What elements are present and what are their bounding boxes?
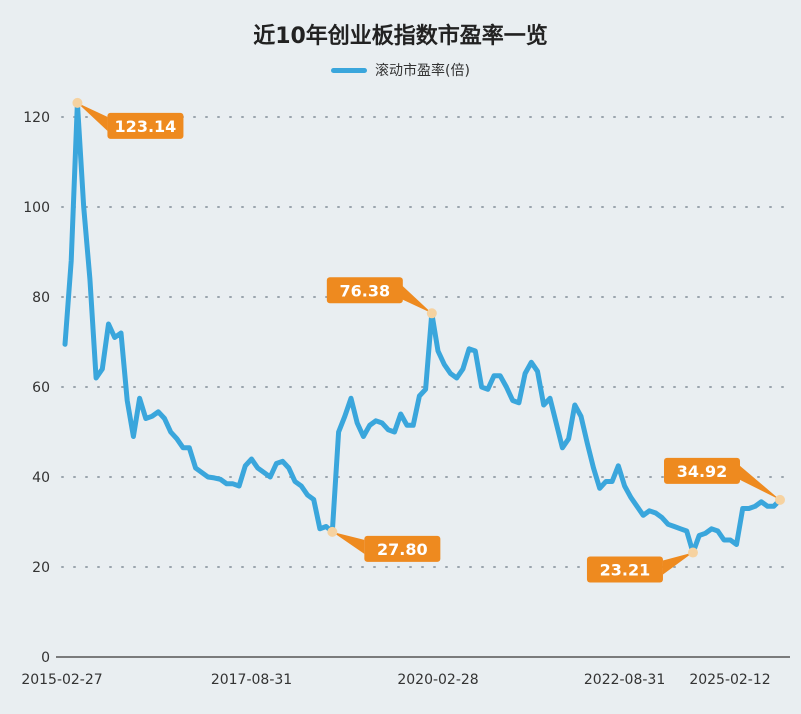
legend-swatch xyxy=(331,67,368,73)
y-tick-label: 20 xyxy=(32,560,50,576)
callout-pointer xyxy=(662,552,693,575)
callout-pointer xyxy=(77,102,108,131)
callout-pointer xyxy=(740,465,780,500)
callout-label: 34.92 xyxy=(677,462,728,481)
x-tick-label: 2025-02-12 xyxy=(689,672,770,688)
y-tick-label: 60 xyxy=(32,380,50,396)
callout-box xyxy=(664,457,740,484)
legend: 滚动市盈率(倍) xyxy=(0,60,801,80)
x-tick-label: 2015-02-27 xyxy=(21,672,102,688)
callout-marker xyxy=(72,97,83,108)
callout-marker xyxy=(775,494,785,505)
callout-box xyxy=(326,277,403,304)
callout-pointer xyxy=(332,531,365,554)
callout-label: 76.38 xyxy=(340,281,391,300)
callout-box xyxy=(364,535,441,562)
legend-label: 滚动市盈率(倍) xyxy=(375,63,470,79)
callout-marker xyxy=(687,547,698,558)
y-tick-label: 40 xyxy=(32,470,50,486)
y-tick-label: 0 xyxy=(41,650,50,666)
callout-label: 123.14 xyxy=(115,117,177,136)
callout-marker xyxy=(426,308,437,319)
callout-box xyxy=(107,112,184,139)
x-tick-label: 2020-02-28 xyxy=(397,672,478,688)
callout-label: 27.80 xyxy=(377,540,428,559)
callout-marker xyxy=(327,526,338,537)
y-tick-label: 100 xyxy=(23,200,50,216)
y-tick-label: 80 xyxy=(32,290,50,306)
x-tick-label: 2022-08-31 xyxy=(584,672,665,688)
series-line xyxy=(62,100,783,556)
x-tick-label: 2017-08-31 xyxy=(211,672,292,688)
callout-label: 23.21 xyxy=(600,561,651,580)
chart-title: 近10年创业板指数市盈率一览 xyxy=(253,24,548,49)
callout-box xyxy=(586,556,663,583)
callout-pointer xyxy=(401,285,432,314)
y-tick-label: 120 xyxy=(23,110,50,126)
